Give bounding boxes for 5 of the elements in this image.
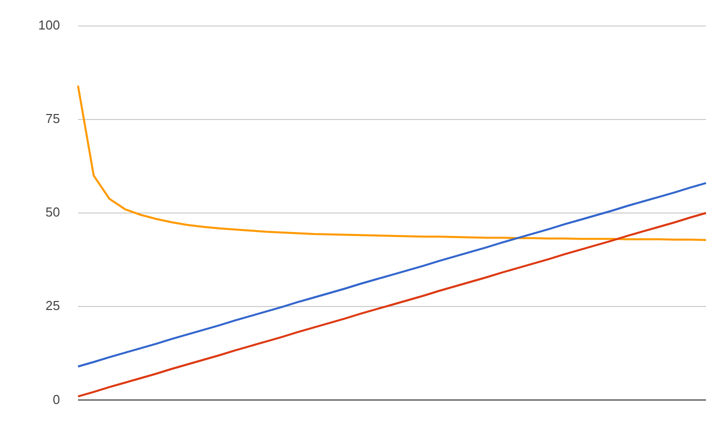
y-tick-label: 75 <box>46 110 60 126</box>
y-tick-label: 0 <box>52 392 60 407</box>
y-tick-label: 50 <box>46 204 60 220</box>
y-tick-label: 100 <box>38 17 60 32</box>
y-tick-label: 25 <box>46 298 60 314</box>
